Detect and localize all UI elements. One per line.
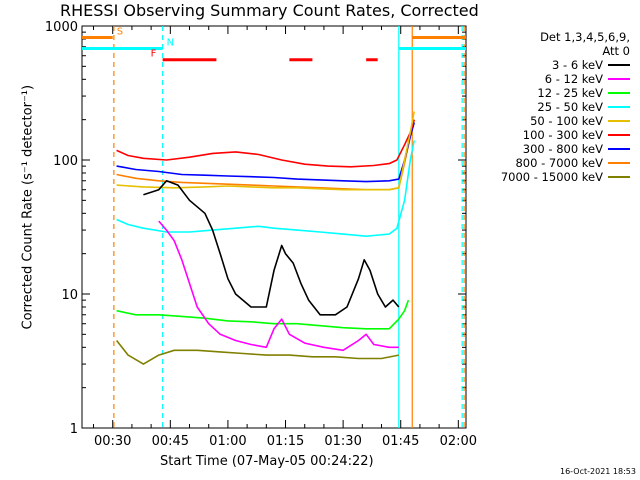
flag-label: F (151, 49, 157, 60)
x-tick-label: 01:30 (324, 434, 361, 449)
legend-swatch (608, 106, 630, 108)
x-tick-label: 02:00 (440, 434, 477, 449)
legend-swatch (608, 134, 630, 136)
chart-title: RHESSI Observing Summary Count Rates, Co… (60, 1, 479, 20)
flag-label: N (167, 37, 174, 48)
legend-entry: 100 - 300 keV (480, 128, 630, 142)
legend-swatch (608, 64, 630, 66)
y-tick-label: 1000 (45, 20, 78, 35)
timestamp: 16-Oct-2021 18:53 (560, 467, 636, 476)
legend-entry-label: 800 - 7000 keV (515, 156, 603, 170)
legend-entry-label: 6 - 12 keV (544, 72, 603, 86)
legend-entry: 300 - 800 keV (480, 142, 630, 156)
legend-entry: 25 - 50 keV (480, 100, 630, 114)
y-tick-label: 1 (70, 422, 78, 437)
series-line (115, 340, 399, 365)
x-tick-label: 01:15 (267, 434, 304, 449)
legend-swatch (608, 148, 630, 150)
legend-entry-label: 300 - 800 keV (522, 142, 603, 156)
x-axis-label: Start Time (07-May-05 00:24:22) (160, 454, 374, 469)
plot-frame (81, 25, 467, 429)
y-tick-label: 100 (53, 154, 78, 169)
legend-swatch (608, 92, 630, 94)
legend-entry: 800 - 7000 keV (480, 156, 630, 170)
legend-entry-label: 50 - 100 keV (530, 114, 603, 128)
legend-entry-label: 100 - 300 keV (522, 128, 603, 142)
legend-entry: 3 - 6 keV (480, 58, 630, 72)
series-line (116, 119, 415, 191)
y-tick-label: 10 (61, 288, 78, 303)
series-line (116, 122, 415, 183)
legend-entry: 7000 - 15000 keV (480, 170, 630, 184)
x-tick-label: 00:45 (152, 434, 189, 449)
legend-entry: 50 - 100 keV (480, 114, 630, 128)
series-line (116, 140, 415, 237)
series-line (158, 220, 399, 352)
series-line (116, 299, 410, 330)
legend-swatch (608, 120, 630, 122)
flag-label: S (117, 27, 123, 38)
series-line (116, 111, 415, 191)
legend-entry-label: 7000 - 15000 keV (500, 170, 603, 184)
legend-entry-label: 25 - 50 keV (537, 100, 603, 114)
series-line (143, 180, 400, 316)
legend-swatch (608, 78, 630, 80)
legend: Det 1,3,4,5,6,9, Att 0 3 - 6 keV 6 - 12 k… (480, 30, 630, 184)
legend-entry-label: 3 - 6 keV (552, 58, 603, 72)
legend-entry: 12 - 25 keV (480, 86, 630, 100)
x-tick-label: 01:45 (382, 434, 419, 449)
legend-entry-label: 12 - 25 keV (537, 86, 603, 100)
legend-swatch (608, 162, 630, 164)
legend-entry: 6 - 12 keV (480, 72, 630, 86)
x-tick-label: 00:30 (94, 434, 131, 449)
y-axis-label: Corrected Count Rate (s⁻¹ detector⁻¹) (20, 84, 36, 330)
series-line (116, 119, 415, 168)
x-tick-label: 01:00 (209, 434, 246, 449)
legend-attenuator-header: Att 0 (602, 44, 630, 58)
legend-detector-header: Det 1,3,4,5,6,9, (540, 30, 630, 44)
legend-swatch (608, 176, 630, 178)
